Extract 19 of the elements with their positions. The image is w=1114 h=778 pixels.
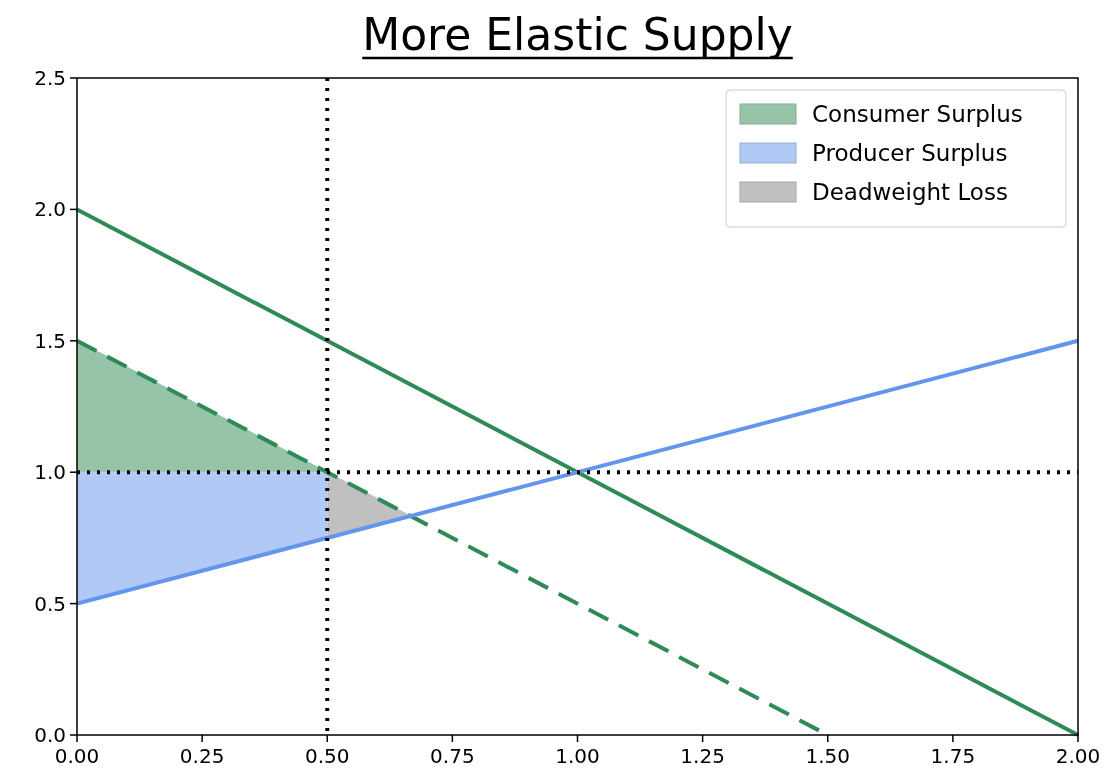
x-tick-label: 0.50 [304,744,350,768]
x-tick-label: 0.75 [430,744,475,768]
chart-title: More Elastic Supply [362,9,793,60]
y-tick-label: 0.5 [34,591,66,616]
legend-label: Deadweight Loss [812,179,1008,205]
x-tick-label: 0.00 [54,744,100,768]
x-tick-label: 1.25 [680,744,725,768]
x-tick-label: 1.00 [555,744,600,768]
y-tick-label: 1.0 [34,460,66,485]
x-tick-label: 1.75 [930,744,976,768]
y-tick-label: 2.0 [34,197,66,222]
x-tick-label: 2.00 [1055,744,1101,768]
y-tick-label: 1.5 [34,328,66,353]
legend-label: Producer Surplus [812,140,1008,166]
x-tick-label: 0.25 [179,744,225,768]
y-tick-label: 0.0 [34,723,66,747]
y-tick-label: 2.5 [34,66,66,90]
x-tick-label: 1.50 [805,744,851,768]
legend-label: Consumer Surplus [812,101,1023,127]
